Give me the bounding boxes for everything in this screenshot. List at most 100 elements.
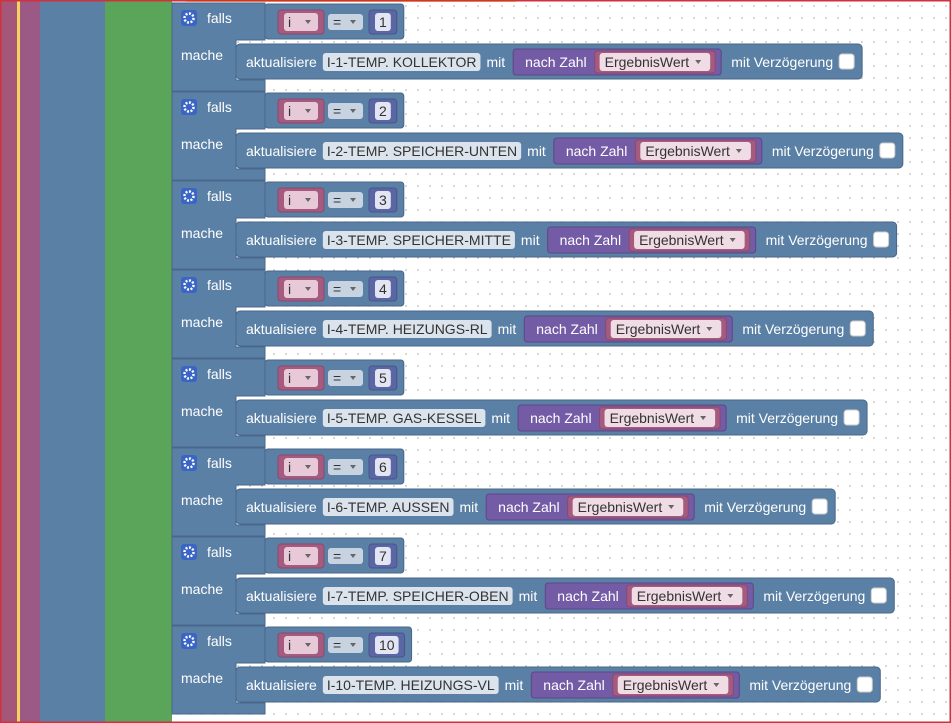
delay-checkbox[interactable] xyxy=(838,53,855,70)
if-block[interactable]: falls mache i = 4 xyxy=(171,269,405,359)
gear xyxy=(183,546,195,558)
label: aktualisiere xyxy=(246,54,317,70)
dropdown-arrow xyxy=(350,643,356,647)
number-field[interactable] xyxy=(375,13,391,31)
target-field[interactable] xyxy=(322,587,513,605)
variable-field[interactable] xyxy=(617,676,729,694)
mutator-icon[interactable] xyxy=(181,366,197,382)
update-block[interactable]: aktualisiere I-7-TEMP. SPEICHER-OBEN mit na… xyxy=(235,577,895,614)
label: 2 xyxy=(379,103,387,119)
variable-field[interactable] xyxy=(572,498,684,516)
delay-checkbox[interactable] xyxy=(870,587,887,604)
label: falls xyxy=(207,188,232,204)
number-field[interactable] xyxy=(375,191,391,209)
operator-field[interactable] xyxy=(328,281,363,297)
target-field[interactable] xyxy=(322,409,486,427)
update-block[interactable]: aktualisiere I-3-TEMP. SPEICHER-MITTE mit n… xyxy=(235,221,898,258)
update-block[interactable]: aktualisiere I-5-TEMP. GAS-KESSEL mit nach … xyxy=(235,399,868,436)
label: mit Verzögerung xyxy=(704,499,806,515)
if-block[interactable]: falls mache i = 3 xyxy=(171,180,405,270)
if-block[interactable]: falls mache i = 10 xyxy=(171,625,413,715)
label: nach Zahl xyxy=(560,232,621,248)
update-block[interactable]: aktualisiere I-4-TEMP. HEIZUNGS-RL mit nach… xyxy=(235,310,874,347)
label: aktualisiere xyxy=(246,588,317,604)
variable-field[interactable] xyxy=(640,142,751,160)
variable-field[interactable] xyxy=(599,53,711,71)
variable-field[interactable] xyxy=(284,13,318,31)
if-block[interactable]: falls mache i = 5 xyxy=(171,358,405,448)
update-block[interactable]: aktualisiere I-2-TEMP. SPEICHER-UNTEN mit n… xyxy=(235,132,904,169)
mutator-icon[interactable] xyxy=(181,455,197,471)
mutator-icon[interactable] xyxy=(181,99,197,115)
update-block[interactable]: aktualisiere I-10-TEMP. HEIZUNGS-VL mit nac… xyxy=(235,666,881,703)
variable-field[interactable] xyxy=(634,231,745,249)
label: aktualisiere xyxy=(246,499,317,515)
target-field[interactable] xyxy=(322,498,454,516)
delay-checkbox[interactable] xyxy=(873,231,890,248)
target-field[interactable] xyxy=(322,231,515,249)
variable-field[interactable] xyxy=(284,636,318,654)
dropdown-arrow xyxy=(305,376,311,380)
operator-field[interactable] xyxy=(328,14,363,30)
variable-field[interactable] xyxy=(610,320,722,338)
delay-checkbox[interactable] xyxy=(856,676,873,693)
delay-checkbox[interactable] xyxy=(811,498,828,515)
toolbox-stripe xyxy=(105,0,172,723)
number-field[interactable] xyxy=(375,280,391,298)
toolbox-stripe xyxy=(20,0,40,723)
label: aktualisiere xyxy=(246,677,317,693)
label: falls xyxy=(207,99,232,115)
target-field[interactable] xyxy=(322,142,522,160)
variable-field[interactable] xyxy=(284,191,318,209)
variable-field[interactable] xyxy=(604,409,716,427)
label: mit Verzögerung xyxy=(749,677,851,693)
variable-field[interactable] xyxy=(631,587,743,605)
delay-checkbox[interactable] xyxy=(879,142,896,159)
operator-field[interactable] xyxy=(328,192,363,208)
variable-field[interactable] xyxy=(284,102,318,120)
label: 1 xyxy=(379,14,387,30)
operator-field[interactable] xyxy=(328,370,363,386)
number-field[interactable] xyxy=(375,547,391,565)
operator-field[interactable] xyxy=(328,103,363,119)
target-field[interactable] xyxy=(322,53,481,71)
variable-field[interactable] xyxy=(284,369,318,387)
mutator-icon[interactable] xyxy=(181,544,197,560)
variable-field[interactable] xyxy=(284,458,318,476)
target-field[interactable] xyxy=(322,320,492,338)
target-field[interactable] xyxy=(322,676,499,694)
label: falls xyxy=(207,10,232,26)
number-field[interactable] xyxy=(375,636,399,654)
mutator-icon[interactable] xyxy=(181,10,197,26)
delay-checkbox[interactable] xyxy=(849,320,866,337)
number-field[interactable] xyxy=(375,458,391,476)
label: 7 xyxy=(379,548,387,564)
operator-field[interactable] xyxy=(328,548,363,564)
label: mit xyxy=(498,321,517,337)
label: mit Verzögerung xyxy=(742,321,844,337)
mutator-icon[interactable] xyxy=(181,277,197,293)
if-block[interactable]: falls mache i = 1 xyxy=(171,2,405,92)
label: mache xyxy=(181,492,223,508)
if-block[interactable]: falls mache i = 6 xyxy=(171,447,405,537)
number-field[interactable] xyxy=(375,369,391,387)
label: mache xyxy=(181,670,223,686)
delay-checkbox[interactable] xyxy=(843,409,860,426)
update-block[interactable]: aktualisiere I-6-TEMP. AUSSEN mit nach Zahl… xyxy=(235,488,836,525)
label: 4 xyxy=(379,281,387,297)
operator-field[interactable] xyxy=(328,459,363,475)
variable-field[interactable] xyxy=(284,547,318,565)
label: falls xyxy=(207,366,232,382)
if-block[interactable]: falls mache i = 2 xyxy=(171,91,405,181)
number-field[interactable] xyxy=(375,102,391,120)
dropdown-arrow xyxy=(350,20,356,24)
if-block[interactable]: falls mache i = 7 xyxy=(171,536,405,626)
operator-field[interactable] xyxy=(328,637,363,653)
label: I-10-TEMP. HEIZUNGS-VL xyxy=(327,677,495,693)
mutator-icon[interactable] xyxy=(181,188,197,204)
mutator-icon[interactable] xyxy=(181,633,197,649)
variable-field[interactable] xyxy=(284,280,318,298)
update-block[interactable]: aktualisiere I-1-TEMP. KOLLEKTOR mit nach Z… xyxy=(235,43,863,80)
toolbox-stripe xyxy=(40,0,105,723)
label: i xyxy=(288,637,291,653)
